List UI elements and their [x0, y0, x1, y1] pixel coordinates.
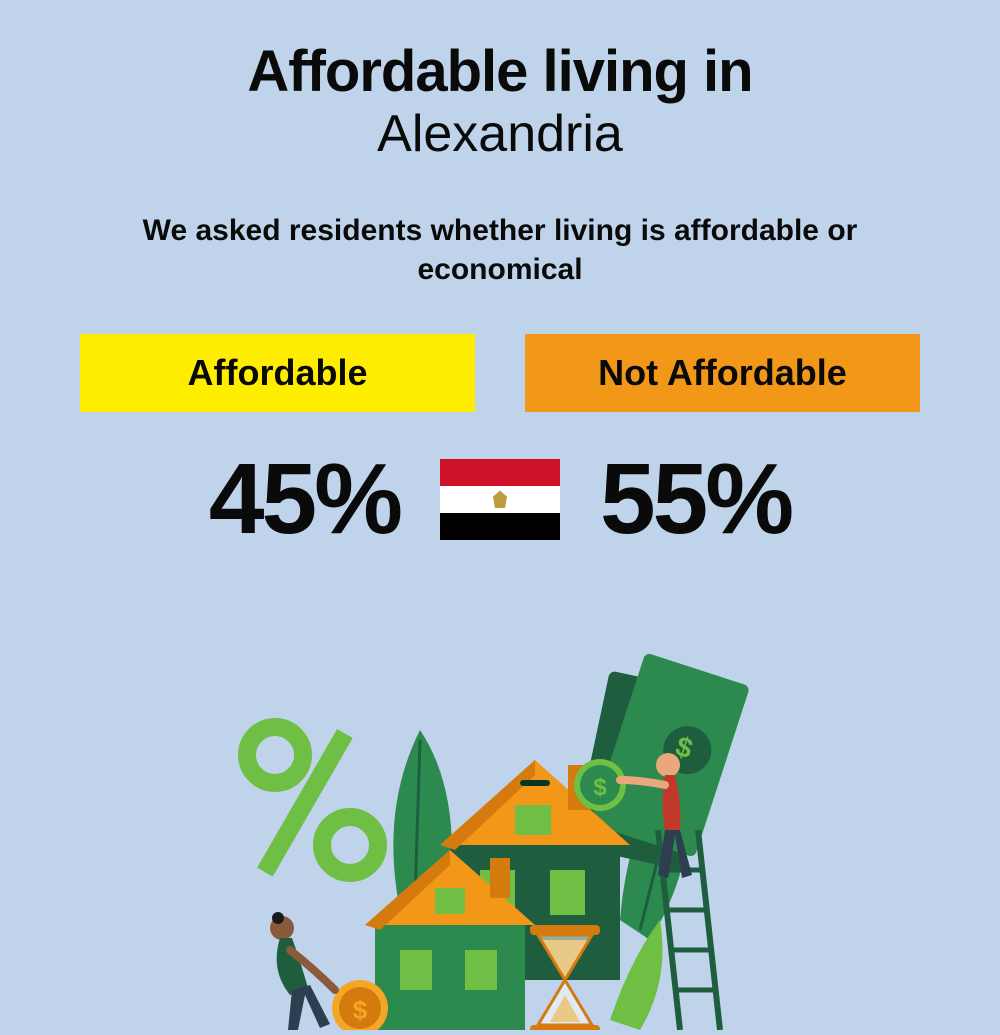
subtitle-text: We asked residents whether living is aff… [60, 211, 940, 289]
title-line2: Alexandria [60, 106, 940, 163]
flag-egypt-icon [440, 459, 560, 539]
label-not-affordable: Not Affordable [525, 334, 920, 412]
flag-stripe-white [440, 486, 560, 513]
flag-stripe-red [440, 459, 560, 486]
labels-row: Affordable Not Affordable [60, 334, 940, 412]
label-affordable: Affordable [80, 334, 475, 412]
stat-not-affordable: 55% [600, 442, 791, 557]
illustration-housing-icon: $ [220, 630, 780, 1030]
svg-text:$: $ [593, 774, 607, 801]
title-line1: Affordable living in [60, 40, 940, 104]
flag-stripe-black [440, 513, 560, 540]
flag-emblem-icon [493, 490, 507, 508]
person-left-icon: $ [270, 912, 388, 1030]
house-front-icon [365, 850, 535, 1030]
percent-icon [247, 727, 378, 877]
stats-row: 45% 55% [60, 442, 940, 557]
stat-affordable: 45% [209, 442, 400, 557]
